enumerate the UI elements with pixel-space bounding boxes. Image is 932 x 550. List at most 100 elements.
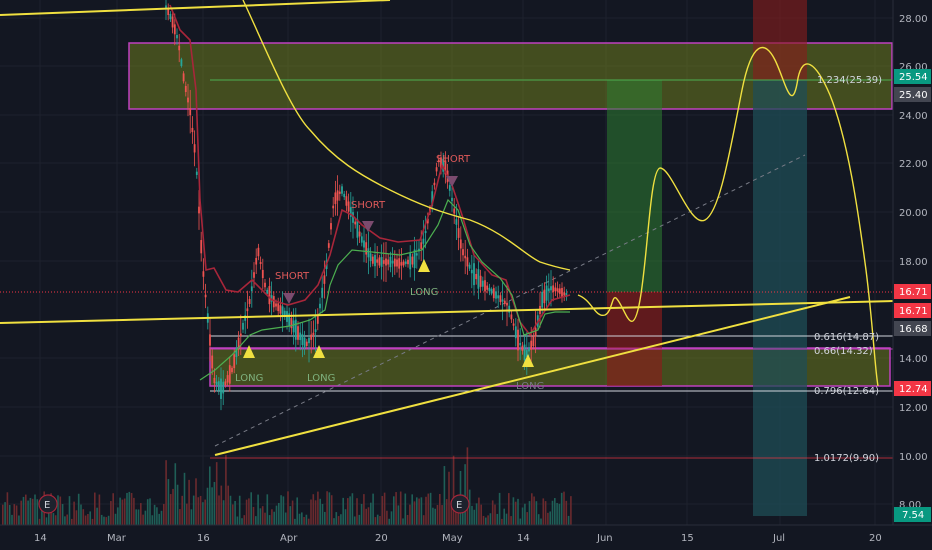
price-tick: 26.00 (899, 62, 928, 73)
price-tag[interactable] (894, 303, 931, 318)
price-tag-label: 7.54 (902, 510, 924, 521)
horizontal-trendline[interactable] (0, 300, 894, 324)
volume-bar (105, 517, 108, 525)
volume-bar (388, 518, 390, 525)
candle-body (389, 256, 392, 268)
volume-bar (80, 504, 82, 525)
volume-bar (77, 493, 80, 525)
candle-body (563, 292, 566, 296)
volume-bar (494, 504, 496, 525)
candle-body (462, 249, 464, 256)
volume-bar (360, 503, 363, 525)
volume-bar (225, 455, 227, 525)
volume-bar (91, 518, 94, 525)
volume-bar (36, 499, 39, 525)
volume-bar (342, 497, 344, 525)
candle-body (224, 381, 227, 385)
candle-body (420, 242, 423, 249)
candle-body (200, 240, 203, 254)
fib-trend-dashed[interactable] (214, 154, 806, 447)
upper-trendline[interactable] (0, 0, 391, 16)
short-position-profit-zone[interactable] (753, 80, 807, 516)
volume-bar (514, 501, 517, 525)
candle-body (204, 294, 207, 298)
time-axis[interactable] (0, 525, 932, 550)
long-arrow-icon[interactable] (522, 354, 534, 367)
volume-bar (434, 508, 436, 525)
price-tag[interactable] (894, 69, 931, 84)
price-tag[interactable] (894, 87, 931, 102)
volume-bar (422, 515, 425, 525)
volume-bar (372, 493, 374, 525)
rising-trendline[interactable] (214, 296, 851, 456)
volume-bar (535, 501, 538, 525)
volume-bar (321, 503, 324, 525)
candle-body (165, 5, 167, 9)
candle-body (440, 157, 442, 169)
volume-bar (510, 516, 512, 525)
volume-bar (531, 493, 533, 525)
price-tag[interactable] (894, 321, 931, 336)
candle-body (561, 288, 563, 297)
candle-body (517, 329, 519, 351)
volume-bar (48, 511, 50, 525)
volume-bar (135, 509, 137, 525)
candle-body (424, 230, 427, 234)
short-arrow-icon[interactable] (283, 293, 295, 304)
volume-bar (475, 503, 478, 525)
short-arrow-icon[interactable] (362, 221, 374, 232)
volume-bar (273, 511, 275, 525)
volume-bar (123, 498, 126, 525)
volume-bar (158, 513, 160, 525)
short-arrow-icon[interactable] (446, 176, 458, 187)
long-arrow-icon[interactable] (418, 259, 430, 272)
projection-path[interactable] (577, 46, 879, 387)
volume-bar (448, 471, 450, 525)
earnings-label: E (456, 500, 462, 511)
volume-bar (301, 512, 303, 525)
short-position-loss-zone[interactable] (753, 0, 807, 80)
earnings-icon[interactable] (38, 494, 58, 514)
price-tag[interactable] (894, 284, 931, 299)
earnings-label: E (44, 500, 50, 511)
candle-body (167, 8, 170, 15)
volume-bar (487, 515, 489, 525)
volume-bar (526, 512, 528, 525)
volume-bar (18, 515, 20, 525)
volume-bar (374, 517, 377, 525)
candle-body (523, 344, 526, 361)
volume-bar (211, 487, 213, 525)
volume-bar (241, 518, 243, 525)
long-arrow-icon[interactable] (243, 345, 255, 358)
candle-body (288, 313, 291, 327)
candle-body (512, 323, 515, 326)
price-tag[interactable] (894, 381, 931, 396)
candle-body (404, 261, 407, 264)
volume-bar (190, 509, 193, 525)
volume-bar (179, 509, 181, 525)
long-arrow-icon[interactable] (313, 345, 325, 358)
candle-body (305, 341, 308, 346)
time-tick: 20 (869, 533, 882, 544)
price-tag[interactable] (894, 507, 931, 522)
volume-bar (82, 509, 85, 525)
candle-body (327, 243, 330, 248)
volume-bar (20, 500, 22, 525)
candle-body (259, 261, 262, 265)
earnings-icon[interactable] (450, 494, 470, 514)
candle-body (187, 97, 189, 103)
candle-body (444, 160, 447, 175)
long-moving-average[interactable] (242, 0, 571, 271)
candle-body (303, 337, 306, 349)
green-trailing-line[interactable] (199, 198, 570, 381)
volume-bar (202, 502, 204, 525)
price-tick: 28.00 (899, 14, 928, 25)
volume-bar (29, 497, 32, 525)
volume-bar (160, 510, 163, 525)
volume-bar (117, 507, 119, 525)
volume-bar (420, 497, 423, 525)
fib-label: 0.796(12.64) (814, 386, 879, 397)
volume-bar (192, 495, 195, 525)
